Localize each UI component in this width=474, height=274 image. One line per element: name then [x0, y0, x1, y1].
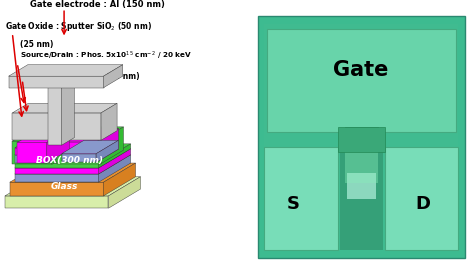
Bar — [264, 24, 458, 250]
Text: Source/Drain : Phos. 5x10$^{15}$ cm$^{-2}$ / 20 keV: Source/Drain : Phos. 5x10$^{15}$ cm$^{-2… — [20, 50, 192, 62]
Polygon shape — [15, 163, 99, 168]
Polygon shape — [15, 149, 131, 168]
Polygon shape — [15, 135, 72, 148]
Polygon shape — [5, 196, 109, 208]
Polygon shape — [49, 141, 72, 163]
Polygon shape — [96, 140, 118, 162]
Polygon shape — [57, 113, 101, 140]
Bar — [340, 132, 383, 250]
Polygon shape — [17, 129, 69, 142]
Polygon shape — [62, 140, 118, 154]
Polygon shape — [101, 127, 124, 164]
Bar — [347, 173, 376, 199]
Polygon shape — [12, 141, 52, 164]
Polygon shape — [62, 142, 96, 162]
Polygon shape — [12, 103, 68, 113]
Text: BOX(300 nm): BOX(300 nm) — [36, 156, 102, 165]
Text: Gate Oxide : Sputter SiO$_2$ (50 nm): Gate Oxide : Sputter SiO$_2$ (50 nm) — [5, 20, 152, 33]
Polygon shape — [62, 154, 96, 162]
Polygon shape — [103, 163, 136, 196]
Bar — [267, 29, 456, 132]
Text: Gate electrode : Al (150 nm): Gate electrode : Al (150 nm) — [29, 0, 164, 9]
Polygon shape — [48, 85, 62, 145]
Polygon shape — [17, 142, 47, 163]
Polygon shape — [96, 129, 118, 162]
Polygon shape — [12, 113, 52, 140]
Polygon shape — [99, 144, 131, 168]
Polygon shape — [57, 140, 101, 164]
Polygon shape — [47, 129, 69, 163]
Polygon shape — [15, 144, 131, 163]
Polygon shape — [5, 177, 140, 196]
Polygon shape — [57, 127, 124, 140]
Polygon shape — [49, 135, 72, 155]
Text: S: S — [287, 195, 300, 213]
Polygon shape — [101, 103, 117, 140]
Polygon shape — [15, 148, 49, 155]
Polygon shape — [48, 77, 74, 85]
Polygon shape — [52, 103, 68, 140]
Polygon shape — [15, 174, 99, 182]
Polygon shape — [15, 155, 49, 163]
Text: (25 nm): (25 nm) — [20, 39, 53, 48]
Text: Glass: Glass — [50, 182, 78, 191]
Polygon shape — [10, 182, 103, 196]
Polygon shape — [52, 128, 74, 164]
Polygon shape — [62, 77, 74, 145]
Text: D: D — [415, 195, 430, 213]
Text: Channel : ELA a-Si (50 nm): Channel : ELA a-Si (50 nm) — [25, 72, 139, 81]
Polygon shape — [10, 163, 136, 182]
Bar — [338, 127, 385, 152]
Polygon shape — [62, 129, 118, 142]
Bar — [345, 147, 378, 183]
Polygon shape — [57, 103, 117, 113]
Bar — [345, 127, 378, 147]
Polygon shape — [9, 76, 103, 88]
Bar — [264, 147, 338, 250]
Polygon shape — [15, 155, 131, 174]
Polygon shape — [9, 65, 123, 76]
Polygon shape — [109, 177, 140, 208]
Polygon shape — [15, 168, 99, 174]
Polygon shape — [12, 128, 74, 141]
Bar — [385, 147, 458, 250]
Polygon shape — [15, 141, 72, 155]
Polygon shape — [103, 65, 123, 88]
Polygon shape — [99, 155, 131, 182]
Polygon shape — [99, 149, 131, 174]
Text: Gate: Gate — [333, 60, 388, 80]
